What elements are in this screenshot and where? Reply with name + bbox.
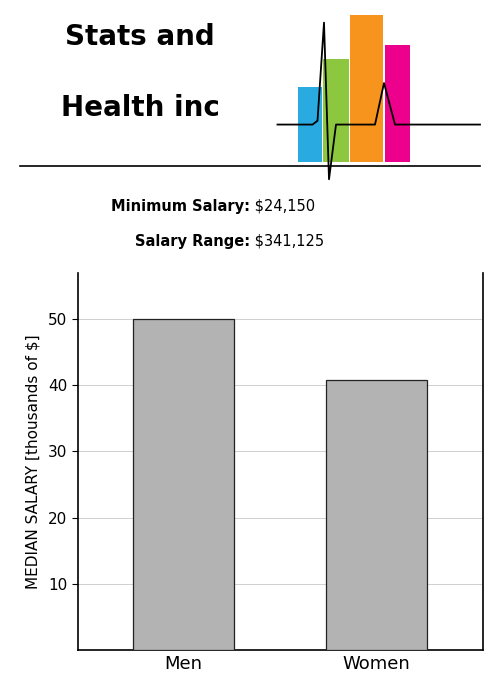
Text: Health inc: Health inc <box>60 94 220 122</box>
Bar <box>134 319 234 650</box>
Text: $341,125: $341,125 <box>250 233 324 249</box>
Text: Stats and: Stats and <box>65 22 215 50</box>
Text: $24,150: $24,150 <box>250 199 315 214</box>
Bar <box>350 15 382 162</box>
Bar <box>322 59 348 162</box>
Bar <box>385 45 410 162</box>
Bar <box>298 87 322 162</box>
Text: Salary Range:: Salary Range: <box>135 233 250 249</box>
Bar <box>326 380 426 650</box>
Text: Minimum Salary:: Minimum Salary: <box>111 199 250 214</box>
Y-axis label: MEDIAN SALARY [thousands of $]: MEDIAN SALARY [thousands of $] <box>26 334 41 589</box>
